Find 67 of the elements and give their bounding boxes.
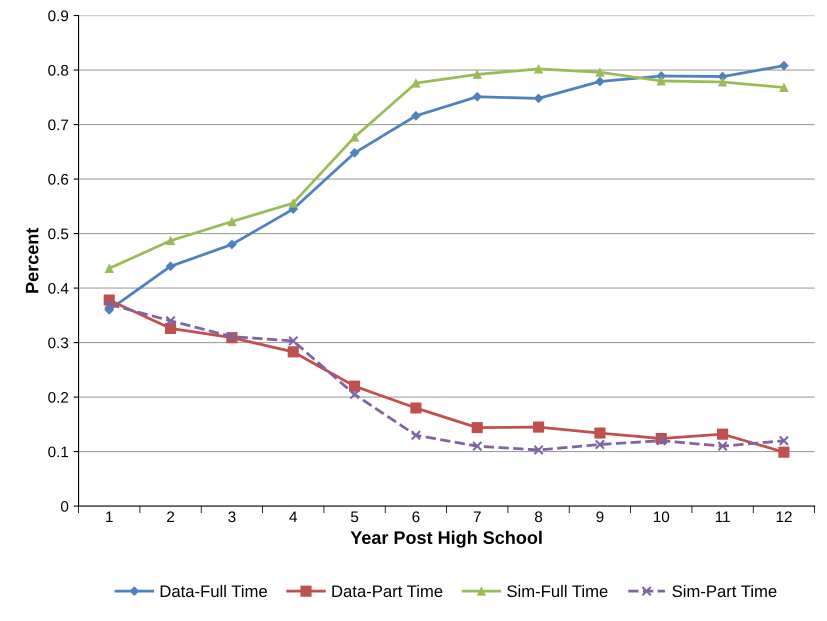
point <box>472 440 482 452</box>
x-axis-title: Year Post High School <box>350 530 542 548</box>
x-tick-label: 6 <box>412 511 420 522</box>
point <box>718 78 728 87</box>
point <box>472 92 482 102</box>
y-tick-label: 0.3 <box>48 337 68 348</box>
point <box>534 94 544 104</box>
x-tick-label: 2 <box>167 511 174 522</box>
point <box>410 402 422 414</box>
point <box>288 198 298 208</box>
point <box>594 428 606 439</box>
legend-label: Sim-Part Time <box>672 584 776 598</box>
x-tick-label: 3 <box>228 511 236 522</box>
legend-label: Sim-Full Time <box>507 584 608 598</box>
point <box>288 336 298 346</box>
point <box>595 76 605 86</box>
point <box>410 430 422 440</box>
point <box>166 262 176 272</box>
x-tick-label: 9 <box>596 511 604 522</box>
y-tick-label: 0.4 <box>48 282 68 294</box>
x-tick-label: 5 <box>350 512 358 522</box>
point <box>411 111 421 121</box>
point <box>472 70 482 79</box>
point <box>288 346 299 358</box>
x-tick-label: 12 <box>776 511 792 522</box>
y-tick-label: 0.2 <box>48 392 68 403</box>
y-axis-title: Percent <box>26 228 38 293</box>
point <box>778 435 790 446</box>
y-tick-label: 0.5 <box>48 228 68 240</box>
point <box>595 68 604 77</box>
point <box>533 422 544 433</box>
point <box>350 132 360 142</box>
point <box>227 217 236 226</box>
y-tick-label: 0.8 <box>48 64 68 76</box>
y-tick-label: 0.6 <box>48 174 68 185</box>
point <box>227 240 237 250</box>
point <box>349 380 360 392</box>
point <box>656 76 666 86</box>
point <box>104 299 114 310</box>
point <box>534 64 544 74</box>
y-tick-label: 0.7 <box>48 119 68 130</box>
point <box>779 60 789 70</box>
point <box>533 444 544 456</box>
point <box>104 305 114 315</box>
x-tick-label: 1 <box>106 512 113 522</box>
y-tick-label: 0.1 <box>48 446 68 458</box>
point <box>717 440 728 452</box>
point <box>779 82 788 92</box>
point <box>104 264 114 273</box>
y-tick-label: 0 <box>60 500 68 512</box>
point <box>778 446 790 458</box>
x-tick-label: 10 <box>654 511 670 522</box>
x-tick-label: 8 <box>535 511 542 522</box>
point <box>717 428 728 440</box>
x-tick-label: 7 <box>474 512 481 522</box>
point <box>472 422 483 434</box>
y-tick-label: 0.9 <box>48 10 68 22</box>
x-tick-label: 11 <box>716 512 730 522</box>
point <box>166 236 176 246</box>
x-tick-label: 4 <box>289 512 298 522</box>
point <box>656 435 666 446</box>
point <box>594 439 606 450</box>
point <box>349 389 360 400</box>
legend-label: Data-Full Time <box>160 584 267 598</box>
legend-label: Data-Part Time <box>332 584 442 598</box>
point <box>350 148 360 158</box>
point <box>165 316 176 326</box>
